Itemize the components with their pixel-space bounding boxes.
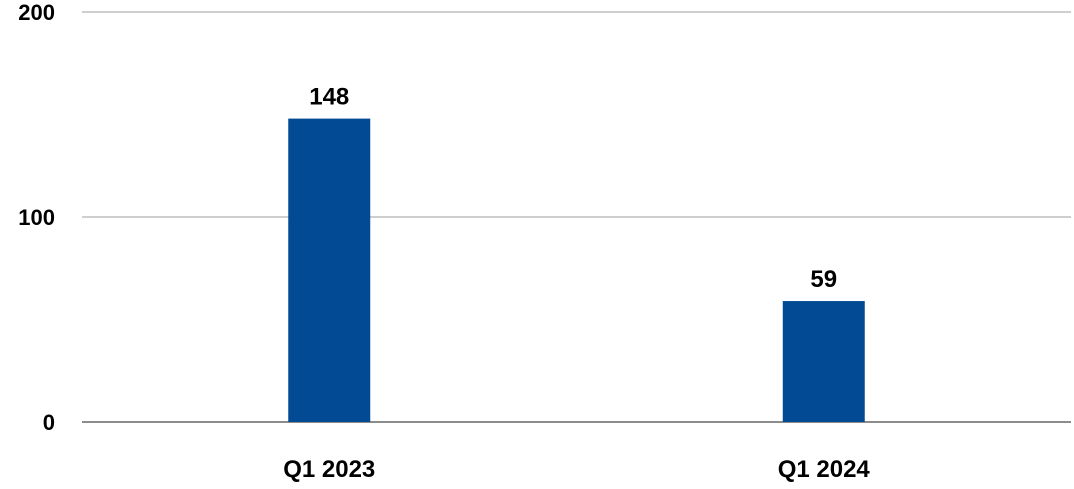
data-label-q1-2023: 148 [309, 84, 349, 111]
data-label-q1-2024: 59 [810, 266, 837, 293]
y-tick-label-200: 200 [18, 0, 55, 25]
gridlines [82, 11, 1071, 423]
bar-q1-2024 [782, 301, 865, 422]
y-tick-label-0: 0 [43, 410, 55, 435]
y-axis-tick-labels: 0 100 200 [18, 0, 55, 435]
data-labels: 148 59 [309, 84, 837, 293]
x-category-label-q1-2023: Q1 2023 [283, 456, 375, 483]
x-category-label-q1-2024: Q1 2024 [778, 456, 871, 483]
bars [288, 118, 865, 422]
y-tick-label-100: 100 [18, 205, 55, 230]
bar-q1-2023 [288, 118, 371, 422]
x-axis-category-labels: Q1 2023 Q1 2024 [283, 456, 870, 483]
